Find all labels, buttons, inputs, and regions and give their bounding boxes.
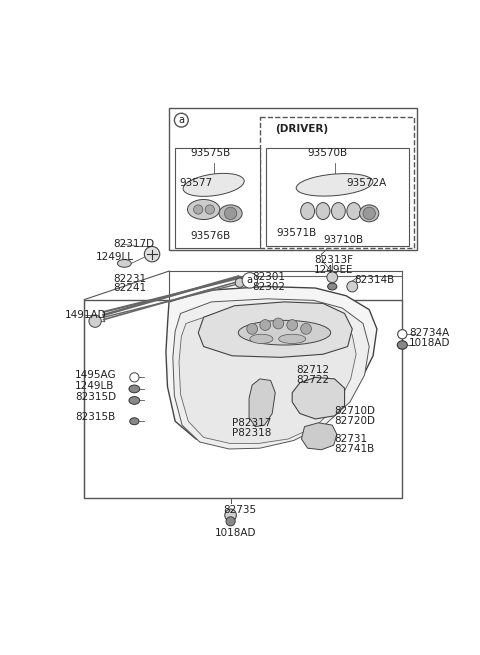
Circle shape (300, 324, 312, 334)
Text: a: a (179, 115, 184, 125)
Text: 82741B: 82741B (335, 444, 375, 454)
Text: 82315D: 82315D (75, 392, 116, 402)
Text: 82313F: 82313F (314, 255, 353, 265)
Ellipse shape (347, 202, 361, 219)
Text: 1491AD: 1491AD (65, 310, 107, 320)
Circle shape (242, 272, 258, 288)
Circle shape (144, 246, 160, 262)
Text: (DRIVER): (DRIVER) (275, 124, 328, 134)
Polygon shape (301, 422, 337, 450)
Circle shape (205, 205, 215, 214)
Bar (260, 117, 414, 248)
Ellipse shape (188, 200, 220, 219)
Text: 82301: 82301 (252, 272, 285, 282)
Polygon shape (249, 379, 275, 426)
Circle shape (89, 315, 101, 328)
Ellipse shape (316, 202, 330, 219)
Text: 82315B: 82315B (75, 413, 115, 422)
Text: 82712: 82712 (296, 365, 329, 375)
Circle shape (287, 320, 298, 330)
Ellipse shape (238, 320, 331, 345)
Text: 1018AD: 1018AD (409, 339, 451, 348)
Polygon shape (166, 286, 377, 447)
Bar (266, 148, 409, 246)
Text: P82318: P82318 (232, 428, 272, 438)
Text: 82231: 82231 (114, 274, 147, 284)
Bar (175, 148, 260, 248)
Circle shape (260, 320, 271, 330)
Polygon shape (173, 299, 369, 449)
Text: 1495AG: 1495AG (75, 370, 117, 380)
Text: 82302: 82302 (252, 282, 285, 291)
Text: 82241: 82241 (114, 283, 147, 293)
Text: 93577: 93577 (179, 178, 212, 187)
Text: 82317D: 82317D (114, 239, 155, 249)
Bar (84, 299, 402, 498)
Text: 1249LL: 1249LL (96, 252, 134, 262)
Text: 93571B: 93571B (277, 227, 317, 238)
Bar (169, 108, 417, 250)
Ellipse shape (225, 509, 236, 521)
Text: 82720D: 82720D (335, 416, 375, 426)
Circle shape (193, 205, 203, 214)
Circle shape (130, 373, 139, 382)
Polygon shape (292, 377, 345, 419)
Text: 93575B: 93575B (191, 148, 231, 159)
Polygon shape (198, 302, 352, 358)
Circle shape (225, 207, 237, 219)
Circle shape (247, 324, 258, 334)
Ellipse shape (129, 397, 140, 404)
Ellipse shape (129, 385, 140, 393)
Text: 1249LB: 1249LB (75, 381, 114, 391)
Text: 82734A: 82734A (409, 328, 449, 338)
Circle shape (273, 318, 284, 329)
Ellipse shape (300, 202, 314, 219)
Ellipse shape (296, 174, 373, 196)
Circle shape (327, 272, 337, 283)
Circle shape (235, 278, 244, 288)
Circle shape (347, 281, 358, 292)
Polygon shape (179, 310, 356, 443)
Ellipse shape (328, 283, 337, 290)
Ellipse shape (219, 205, 242, 222)
Circle shape (174, 113, 188, 127)
Text: 93572A: 93572A (346, 178, 386, 187)
Text: 1018AD: 1018AD (215, 528, 257, 538)
Ellipse shape (250, 334, 273, 343)
Text: 93710B: 93710B (323, 235, 363, 246)
Ellipse shape (183, 174, 244, 196)
Ellipse shape (360, 205, 379, 222)
Circle shape (226, 517, 235, 526)
Ellipse shape (118, 259, 131, 267)
Text: 82710D: 82710D (335, 406, 375, 416)
Text: 82314B: 82314B (354, 275, 394, 286)
Ellipse shape (130, 418, 139, 424)
Text: a: a (247, 275, 253, 286)
Ellipse shape (279, 334, 306, 343)
Circle shape (398, 329, 407, 339)
Ellipse shape (332, 202, 345, 219)
Text: 82731: 82731 (335, 434, 368, 444)
Text: P82317: P82317 (232, 418, 272, 428)
Text: 82722: 82722 (296, 375, 329, 384)
Text: 93570B: 93570B (308, 148, 348, 159)
Text: 82735: 82735 (223, 505, 256, 515)
Text: 93576B: 93576B (191, 231, 231, 242)
Ellipse shape (397, 341, 408, 349)
Text: 1249EE: 1249EE (314, 265, 353, 275)
Circle shape (363, 207, 375, 219)
